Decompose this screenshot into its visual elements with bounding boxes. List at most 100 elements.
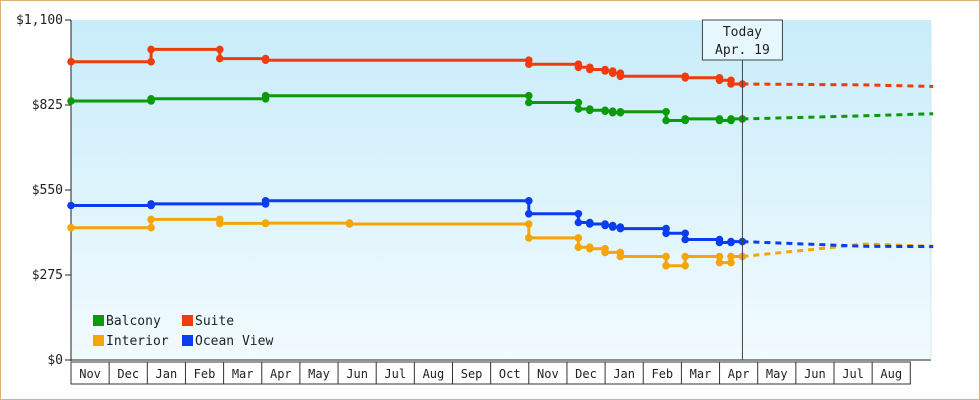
legend-label: Suite	[195, 314, 234, 329]
data-point	[616, 252, 625, 261]
data-point	[608, 69, 617, 77]
x-tick-label: Apr	[270, 367, 292, 381]
series-interior	[67, 215, 934, 270]
data-point	[574, 210, 583, 218]
x-tick-label: Dec	[575, 367, 597, 381]
x-tick-label: Dec	[117, 367, 139, 381]
data-point	[715, 116, 724, 125]
legend-swatch	[182, 315, 193, 326]
projection-line	[742, 112, 934, 121]
x-tick-label: Nov	[537, 367, 559, 381]
data-point	[345, 220, 354, 228]
data-point	[216, 219, 224, 228]
x-tick-label: Sep	[461, 367, 483, 381]
data-point	[681, 74, 689, 82]
data-point	[261, 197, 270, 205]
data-point	[586, 106, 594, 115]
data-point	[67, 57, 75, 66]
data-point	[67, 97, 75, 105]
x-tick-label: Jun	[804, 367, 826, 381]
legend-item-interior: Interior	[93, 334, 169, 349]
legend-item-suite: Suite	[182, 314, 234, 329]
today-box	[701, 19, 783, 61]
data-point	[147, 57, 155, 66]
legend-item-balcony: Balcony	[93, 314, 161, 329]
legend-item-ocean-view: Ocean View	[182, 334, 273, 349]
y-tick-label: $275	[32, 268, 63, 283]
data-point	[727, 252, 735, 261]
data-point	[574, 218, 583, 227]
x-tick-label: Jul	[384, 367, 406, 381]
data-point	[525, 60, 533, 68]
x-tick-label: Feb	[194, 367, 216, 381]
data-point	[216, 54, 224, 63]
data-point	[662, 116, 670, 125]
data-point	[715, 258, 724, 267]
data-point	[662, 252, 670, 261]
data-point	[601, 67, 609, 75]
legend-swatch	[93, 335, 104, 346]
data-point	[681, 115, 689, 123]
legend-swatch	[93, 315, 104, 326]
x-tick-label: May	[308, 367, 330, 381]
data-point	[616, 224, 625, 233]
data-point	[727, 237, 735, 246]
data-point	[662, 108, 670, 116]
data-point	[715, 252, 724, 261]
x-tick-label: Aug	[880, 367, 902, 381]
data-point	[147, 45, 155, 54]
data-point	[681, 235, 689, 244]
data-point	[67, 201, 75, 210]
x-tick-label: May	[766, 367, 788, 381]
plot-area	[71, 20, 931, 360]
legend-label: Balcony	[106, 314, 161, 329]
y-tick-label: $0	[47, 353, 63, 368]
data-point	[525, 91, 533, 100]
data-point	[525, 210, 533, 218]
data-point	[147, 95, 155, 103]
series-line	[71, 47, 743, 86]
data-point	[681, 252, 689, 261]
data-point	[574, 243, 583, 251]
data-point	[586, 65, 594, 74]
data-point	[681, 229, 689, 238]
series-ocean-view	[67, 197, 934, 249]
data-point	[715, 238, 724, 247]
x-tick-label: Oct	[499, 367, 521, 381]
data-point	[261, 219, 270, 227]
data-point	[727, 258, 735, 267]
data-point	[586, 220, 594, 228]
x-tick-label: Mar	[232, 367, 254, 381]
x-tick-label: Nov	[79, 367, 101, 381]
today-date: Apr. 19	[715, 43, 770, 58]
data-point	[67, 223, 75, 232]
data-point	[662, 261, 670, 270]
data-point	[715, 76, 724, 85]
series-suite	[67, 45, 934, 88]
x-tick-label: Mar	[690, 367, 712, 381]
data-point	[574, 63, 583, 72]
data-point	[662, 229, 670, 238]
data-point	[681, 261, 689, 270]
data-point	[616, 108, 625, 116]
data-point	[216, 45, 224, 54]
y-tick-label: $1,100	[16, 13, 63, 28]
data-point	[525, 220, 533, 228]
data-point	[601, 248, 609, 257]
x-tick-label: Feb	[651, 367, 673, 381]
data-point	[601, 221, 609, 230]
data-point	[601, 107, 609, 115]
data-point	[525, 98, 533, 107]
x-tick-label: Apr	[728, 367, 750, 381]
data-point	[147, 215, 155, 224]
legend-swatch	[182, 335, 193, 346]
data-point	[586, 244, 594, 253]
data-point	[727, 115, 735, 123]
x-tick-label: Jan	[156, 367, 178, 381]
x-tick-label: Jul	[842, 367, 864, 381]
data-point	[147, 223, 155, 232]
y-tick-label: $825	[32, 98, 63, 113]
projection-line	[742, 240, 934, 249]
data-point	[574, 105, 583, 113]
